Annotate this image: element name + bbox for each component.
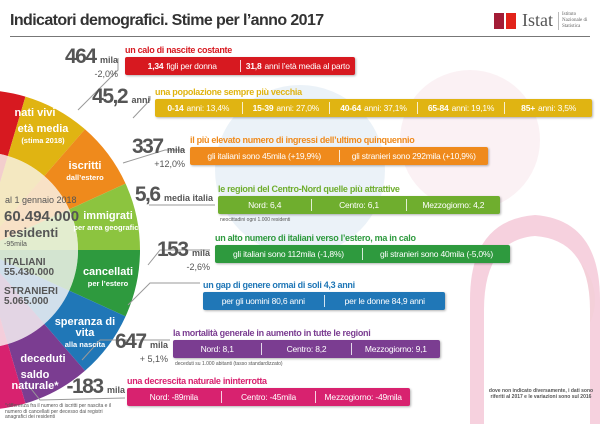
wheel-label: speranza di vita alla nascita (54, 316, 116, 350)
residents-delta: -95mila (4, 241, 27, 248)
bar-cell: Centro: 6,1 (311, 199, 405, 211)
wheel-segment (7, 323, 85, 404)
footnote: *differenza fra il numero di iscritti pe… (5, 403, 112, 420)
row-note: deceduti su 1.000 abitanti (tasso standa… (175, 361, 283, 367)
row-bar: gli italiani sono 112mila (-1,8%) gli str… (215, 245, 510, 263)
row-value: 647 mila + 5,1% (114, 330, 168, 364)
bar-cell: 1,34 figli per donna (147, 61, 217, 71)
row-heading: il più elevato numero di ingressi dell’u… (190, 135, 415, 145)
row-note: neocittadini ogni 1.000 residenti (220, 217, 291, 223)
wheel-inner-segment (0, 154, 8, 183)
wheel-label: iscritti dall’estero (66, 159, 104, 182)
bar-cell: 65-84 anni: 19,1% (416, 102, 505, 114)
wheel-inner-segment (0, 209, 78, 250)
wheel-inner-segment (0, 156, 45, 227)
row-heading: un gap di genere ormai di soli 4,3 anni (203, 280, 355, 290)
reference-date: al 1 gennaio 2018 (5, 195, 77, 205)
wheel-inner-segment (0, 250, 78, 291)
bar-cell: gli stranieri sono 292mila (+10,9%) (338, 150, 489, 162)
italians: ITALIANI 55.430.000 (4, 257, 55, 278)
row-value: 464 mila -2,0% (64, 45, 118, 79)
row-bar: per gli uomini 80,6 anni per le donne 84,… (203, 292, 445, 310)
row-value: 45,2 anni (92, 85, 150, 108)
row-bar: Nord: -89mila Centro: -45mila Mezzogiorno:… (127, 388, 410, 406)
istat-logo: Istat Istituto Nazionale di Statistica (494, 10, 592, 31)
bar-cell: 85+ anni: 3,5% (504, 102, 592, 114)
row-bar: 0-14 anni: 13,4% 15-39 anni: 27,0% 40-64 anni… (155, 99, 592, 117)
bar-cell: gli italiani sono 112mila (-1,8%) (233, 249, 344, 259)
wheel-label: nati vivi (14, 107, 56, 120)
wheel-label: deceduti (20, 352, 66, 365)
wheel-inner-segment (0, 259, 70, 324)
side-note: dove non indicato diversamente, i dati s… (488, 388, 594, 400)
title-divider (10, 36, 590, 37)
row-value: 153 mila -2,6% (156, 238, 210, 272)
bar-cell: per le donne 84,9 anni (323, 295, 446, 307)
row-heading: una decrescita naturale ininterrotta (127, 376, 267, 386)
bar-cell: per gli uomini 80,6 anni (221, 296, 305, 306)
bar-cell: Mezzogiorno: 9,1 (350, 343, 440, 355)
row-heading: una popolazione sempre più vecchia (155, 87, 302, 97)
row-bar: Nord: 6,4 Centro: 6,1 Mezzogiorno: 4,2 (218, 196, 500, 214)
bar-cell: Nord: 6,4 (248, 200, 282, 210)
wheel-segment (44, 290, 126, 371)
bar-cell: gli italiani sono 45mila (+19,9%) (207, 151, 322, 161)
bar-cell: Mezzogiorno: -49mila (315, 391, 410, 403)
bar-cell: Centro: -45mila (220, 391, 316, 403)
bar-cell: gli stranieri sono 40mila (-5,0%) (362, 248, 510, 260)
row-heading: la mortalità generale in aumento in tutt… (173, 328, 371, 338)
row-bar: gli italiani sono 45mila (+19,9%) gli str… (190, 147, 488, 165)
row-bar: Nord: 8,1 Centro: 8,2 Mezzogiorno: 9,1 (173, 340, 440, 358)
leader-lines (27, 58, 215, 401)
foreigners: STRANIERI 5.065.000 (4, 286, 58, 307)
row-value: -183 mila (66, 375, 126, 398)
wheel-segment (69, 250, 141, 317)
row-heading: un alto numero di italiani verso l’ester… (215, 233, 416, 243)
row-heading: un calo di nascite costante (125, 45, 232, 55)
row-value: 337 mila +12,0% (131, 135, 185, 169)
wheel-inner-segment (0, 273, 45, 344)
wheel-segment (44, 129, 126, 210)
wheel-inner-segment (0, 317, 8, 346)
wheel-label: cancellati per l’estero (82, 265, 134, 288)
wheel-segment (0, 91, 26, 157)
wheel-inner-segment (0, 176, 70, 241)
wheel-segment (7, 96, 85, 177)
row-bar: 1,34 figli per donna 31,8 anni l’età media … (125, 57, 355, 75)
page-title: Indicatori demografici. Stime per l’anno… (10, 12, 324, 29)
indicator-wheel (0, 91, 141, 409)
wheel-label: età media (stima 2018) (17, 123, 69, 146)
bar-cell: Nord: -89mila (149, 392, 199, 402)
bar-cell: Mezzogiorno: 4,2 (405, 199, 500, 211)
wheel-segment (69, 183, 141, 250)
row-heading: le regioni del Centro-Nord quelle più at… (218, 184, 400, 194)
residents-label: residenti (4, 225, 59, 240)
bar-cell: 0-14 anni: 13,4% (167, 103, 230, 113)
wheel-segment (0, 343, 26, 409)
wheel-label: saldo naturale* (11, 368, 59, 392)
bar-cell: 15-39 anni: 27,0% (241, 102, 330, 114)
residents-total: 60.494.000 (4, 208, 80, 225)
row-value: 5,6 media italia (134, 183, 213, 206)
wheel-label: immigrati per area geografica (73, 210, 143, 233)
bar-cell: Nord: 8,1 (200, 344, 234, 354)
bar-cell: Centro: 8,2 (261, 343, 350, 355)
bar-cell: 40-64 anni: 37,1% (329, 102, 417, 114)
bar-cell: 31,8 anni l’età media al parto (239, 60, 356, 72)
